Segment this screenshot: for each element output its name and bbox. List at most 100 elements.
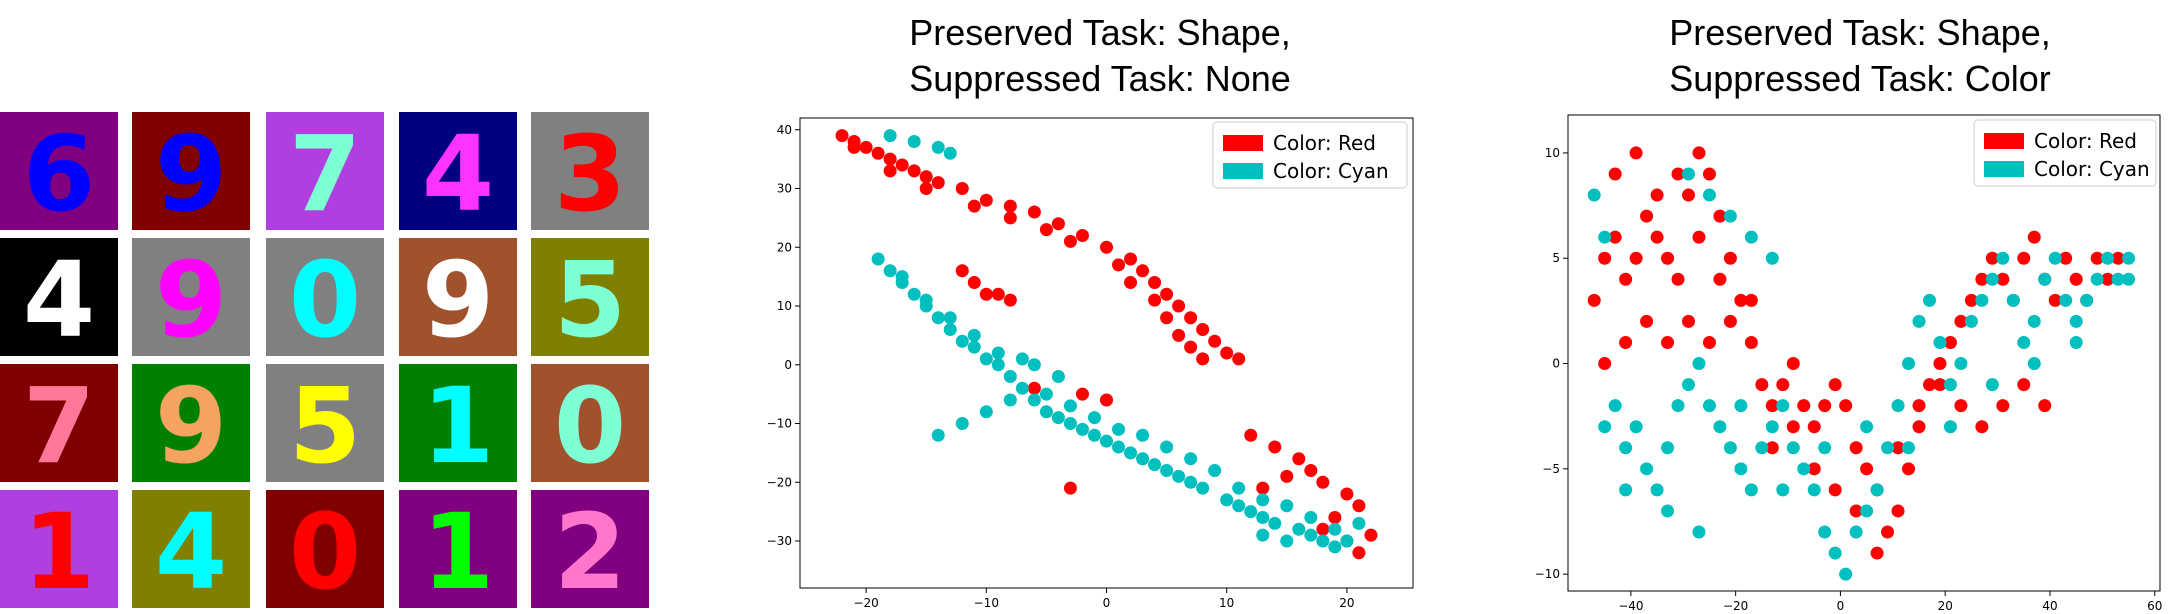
scatter-point-red	[1776, 378, 1790, 392]
scatter-point-cyan	[1723, 441, 1737, 455]
chart-title-none-line2: Suppressed Task: None	[909, 58, 1291, 99]
scatter-point-cyan	[1744, 483, 1758, 497]
scatter-point-red	[931, 176, 945, 190]
scatter-point-red	[1797, 399, 1811, 413]
scatter-point-cyan	[907, 287, 921, 301]
scatter-point-cyan	[1744, 230, 1758, 244]
y-tick-label: 0	[784, 358, 792, 372]
scatter-point-cyan	[1003, 370, 1017, 383]
digit-glyph: 3	[554, 113, 626, 230]
scatter-point-red	[1112, 258, 1126, 272]
x-tick-label: 0	[1837, 599, 1845, 613]
scatter-point-red	[1702, 167, 1716, 181]
scatter-point-red	[1744, 293, 1758, 307]
scatter-point-red	[1160, 287, 1174, 301]
scatter-point-cyan	[2122, 272, 2136, 286]
digit-glyph: 4	[23, 239, 95, 356]
scatter-point-cyan	[943, 146, 957, 160]
scatter-point-red	[1891, 441, 1905, 455]
scatter-point-cyan	[1619, 441, 1633, 455]
scatter-point-cyan	[1160, 440, 1174, 454]
digit-tile-3-3: 1	[399, 490, 517, 608]
scatter-point-cyan	[931, 311, 945, 325]
scatter-point-red	[1160, 311, 1174, 325]
scatter-point-red	[1985, 251, 1999, 265]
scatter-point-cyan	[1828, 546, 1842, 560]
digit-tile-1-3: 9	[399, 238, 517, 356]
scatter-point-red	[2101, 272, 2115, 286]
scatter-point-cyan	[2080, 293, 2094, 307]
scatter-point-red	[1184, 311, 1198, 325]
scatter-point-red	[1629, 251, 1643, 265]
scatter-point-red	[1650, 230, 1664, 244]
scatter-point-red	[883, 164, 897, 178]
scatter-point-cyan	[1765, 251, 1779, 265]
digit-glyph: 0	[554, 365, 626, 482]
scatter-point-red	[1786, 357, 1800, 371]
scatter-point-red	[2059, 251, 2073, 265]
scatter-point-red	[1713, 209, 1727, 223]
y-tick-label: −30	[767, 534, 792, 548]
scatter-point-red	[1661, 251, 1675, 265]
x-tick-label: −20	[853, 596, 878, 610]
scatter-point-cyan	[1075, 422, 1089, 436]
scatter-point-cyan	[1112, 422, 1126, 436]
scatter-point-cyan	[1340, 534, 1354, 548]
digit-glyph: 2	[554, 491, 626, 608]
scatter-point-cyan	[1692, 525, 1706, 539]
scatter-point-red	[1954, 314, 1968, 328]
scatter-point-cyan	[2038, 272, 2052, 286]
digit-glyph: 0	[289, 491, 361, 608]
scatter-point-red	[1244, 428, 1258, 442]
scatter-point-cyan	[1713, 420, 1727, 434]
scatter-point-red	[1619, 335, 1633, 349]
scatter-point-red	[1734, 293, 1748, 307]
scatter-point-red	[1196, 352, 1210, 366]
scatter-point-cyan	[1797, 462, 1811, 476]
scatter-point-red	[967, 276, 981, 289]
scatter-point-red	[1598, 357, 1612, 371]
scatter-point-cyan	[2069, 314, 2083, 328]
scatter-point-cyan	[1776, 399, 1790, 413]
scatter-point-red	[1943, 335, 1957, 349]
scatter-point-cyan	[1087, 411, 1101, 425]
scatter-point-red	[2038, 399, 2052, 413]
digit-tile-2-3: 1	[399, 364, 517, 482]
digit-tile-2-2: 5	[266, 364, 384, 482]
scatter-point-red	[1902, 462, 1916, 476]
scatter-point-red	[883, 152, 897, 166]
scatter-point-red	[1340, 487, 1354, 501]
digit-glyph: 7	[23, 365, 95, 482]
scatter-point-cyan	[1172, 469, 1186, 483]
scatter-point-red	[1640, 209, 1654, 223]
scatter-point-red	[1124, 276, 1138, 289]
scatter-point-red	[1860, 462, 1874, 476]
plot-frame	[1567, 114, 2161, 592]
digit-glyph: 9	[155, 239, 227, 356]
scatter-point-cyan	[1100, 434, 1113, 448]
chart-title-color-line1: Preserved Task: Shape,	[1669, 12, 2051, 53]
scatter-point-cyan	[2111, 272, 2125, 286]
scatter-point-red	[1075, 229, 1089, 242]
scatter-point-red	[967, 199, 981, 213]
scatter-point-cyan	[967, 340, 981, 354]
scatter-point-red	[1100, 240, 1113, 254]
scatter-point-red	[1304, 464, 1318, 477]
scatter-point-cyan	[1244, 505, 1258, 519]
scatter-point-cyan	[1328, 522, 1342, 536]
scatter-point-red	[1328, 511, 1342, 524]
scatter-point-red	[1608, 167, 1622, 181]
scatter-point-red	[1172, 299, 1186, 313]
digit-tile-0-1: 9	[132, 112, 250, 230]
scatter-point-cyan	[1256, 493, 1270, 507]
scatter-point-red	[1316, 522, 1330, 536]
scatter-point-red	[1744, 335, 1758, 349]
scatter-point-cyan	[1881, 441, 1895, 455]
scatter-point-cyan	[1650, 483, 1664, 497]
scatter-point-red	[1964, 293, 1978, 307]
digit-tile-3-0: 1	[0, 490, 118, 608]
scatter-point-red	[1063, 234, 1077, 248]
scatter-point-cyan	[1849, 525, 1863, 539]
scatter-point-red	[1755, 378, 1769, 392]
